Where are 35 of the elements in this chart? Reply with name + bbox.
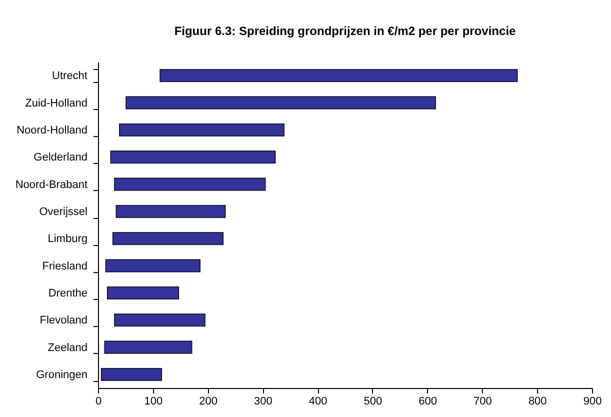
- x-tick-label: 800: [528, 396, 547, 408]
- x-tick-label: 700: [474, 396, 492, 408]
- y-tick-label: Utrecht: [52, 70, 88, 82]
- x-tick-label: 900: [583, 396, 602, 408]
- y-tick-label: Friesland: [42, 260, 88, 272]
- bar: [119, 123, 284, 136]
- y-tick-label: Zeeland: [48, 342, 88, 354]
- bar: [105, 259, 200, 272]
- bar: [126, 96, 436, 110]
- bar: [110, 150, 276, 164]
- y-tick-label: Limburg: [48, 233, 88, 246]
- x-tick-label: 600: [418, 396, 438, 408]
- y-tick-label: Noord-Holland: [16, 124, 88, 136]
- bar: [114, 314, 206, 327]
- bar: [114, 178, 266, 191]
- bar: [104, 340, 192, 354]
- bar: [100, 368, 162, 381]
- chart-title: Figuur 6.3: Spreiding grondprijzen in €/m2 per per provincie: [174, 24, 516, 38]
- bar: [112, 232, 224, 246]
- y-tick-label: Gelderland: [34, 152, 88, 164]
- y-tick-label: Drenthe: [48, 287, 88, 300]
- x-tick-label: 0: [95, 396, 102, 408]
- x-tick-label: 400: [308, 396, 328, 408]
- x-tick-label: 100: [144, 396, 163, 408]
- y-tick-label: Overijssel: [39, 206, 88, 218]
- bar: [116, 204, 226, 218]
- x-tick-label: 200: [199, 396, 218, 408]
- x-tick-label: 500: [364, 396, 382, 408]
- bar: [160, 69, 518, 82]
- y-tick-label: Flevoland: [40, 314, 88, 327]
- bar: [106, 286, 180, 300]
- x-tick-label: 300: [254, 396, 272, 408]
- y-tick-label: Groningen: [36, 368, 88, 381]
- y-tick-label: Zuid-Holland: [25, 97, 88, 110]
- y-tick-label: Noord-Brabant: [15, 178, 88, 191]
